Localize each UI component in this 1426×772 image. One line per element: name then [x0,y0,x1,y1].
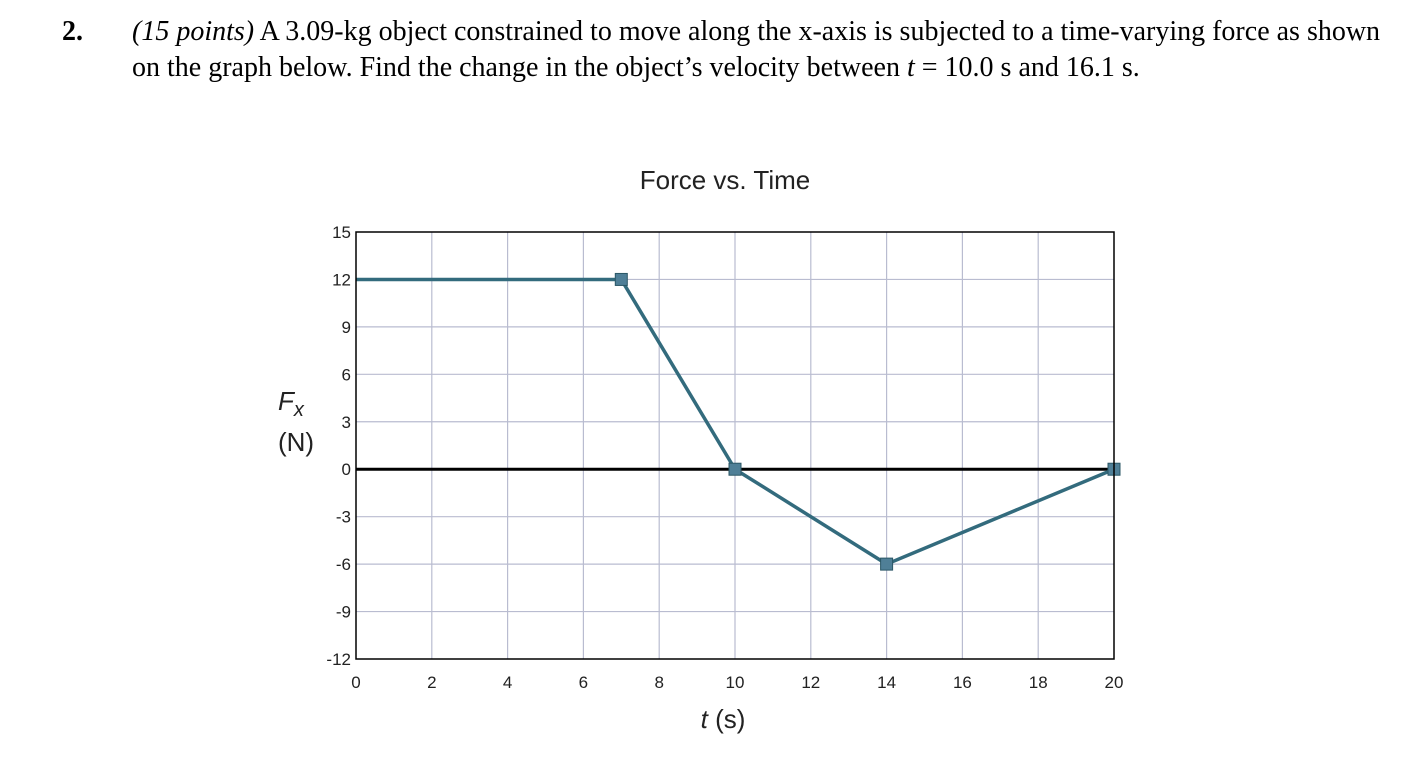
x-tick-label: 16 [953,673,972,692]
x-tick-label: 14 [877,673,896,692]
x-tick-label: 10 [726,673,745,692]
y-axis-symbol: F [278,386,296,416]
x-tick-label: 4 [503,673,512,692]
plot-frame [355,231,1115,660]
y-tick-label: -3 [336,508,351,527]
problem-text-part-2: = 10.0 s and 16.1 s. [914,52,1140,83]
data-point-marker [614,272,628,286]
problem-text-part-1: A 3.09-kg object constrained to move alo… [132,16,1381,83]
chart-title: Force vs. Time [640,165,810,195]
problem-number: 2. [62,16,83,47]
y-tick-label: -9 [336,603,351,622]
x-axis-unit: (s) [708,704,746,734]
y-tick-label: 3 [342,413,351,432]
force-time-chart: Force vs. Time 15 12 9 6 3 0 -3 -6 -9 -12 0 2 4 6 8 10… [260,150,1160,750]
x-tick-label: 18 [1029,673,1048,692]
y-tick-label: 0 [342,460,351,479]
y-tick-label: 12 [332,270,351,289]
data-point-marker [728,462,742,476]
chart-svg: Force vs. Time 15 12 9 6 3 0 -3 -6 -9 -12 0 2 4 6 8 10… [278,165,1123,734]
y-tick-labels: 15 12 9 6 3 0 -3 -6 -9 -12 [326,223,351,669]
y-axis-subscript: x [293,399,305,421]
y-tick-label: -6 [336,555,351,574]
y-tick-label: 9 [342,318,351,337]
x-tick-label: 20 [1105,673,1124,692]
grid-lines [356,232,1114,659]
problem-statement: (15 points) A 3.09-kg object constrained… [132,14,1402,86]
x-axis-label: t (s) [701,704,746,734]
y-axis-label-symbol: Fx [278,386,305,421]
y-tick-label: 6 [342,365,351,384]
x-tick-label: 6 [579,673,588,692]
y-axis-label-unit: (N) [278,427,314,457]
time-symbol: t [906,52,915,83]
x-tick-label: 0 [351,673,360,692]
x-tick-label: 12 [801,673,820,692]
x-axis-symbol: t [701,704,710,734]
y-tick-label: -12 [326,650,351,669]
x-tick-labels: 0 2 4 6 8 10 12 14 16 18 20 [351,673,1123,692]
x-tick-label: 2 [427,673,436,692]
y-tick-label: 15 [332,223,351,242]
problem-points: (15 points) [132,16,255,47]
data-point-marker [880,557,894,571]
x-tick-label: 8 [654,673,663,692]
problem-paragraph: (15 points) A 3.09-kg object constrained… [132,14,1402,86]
